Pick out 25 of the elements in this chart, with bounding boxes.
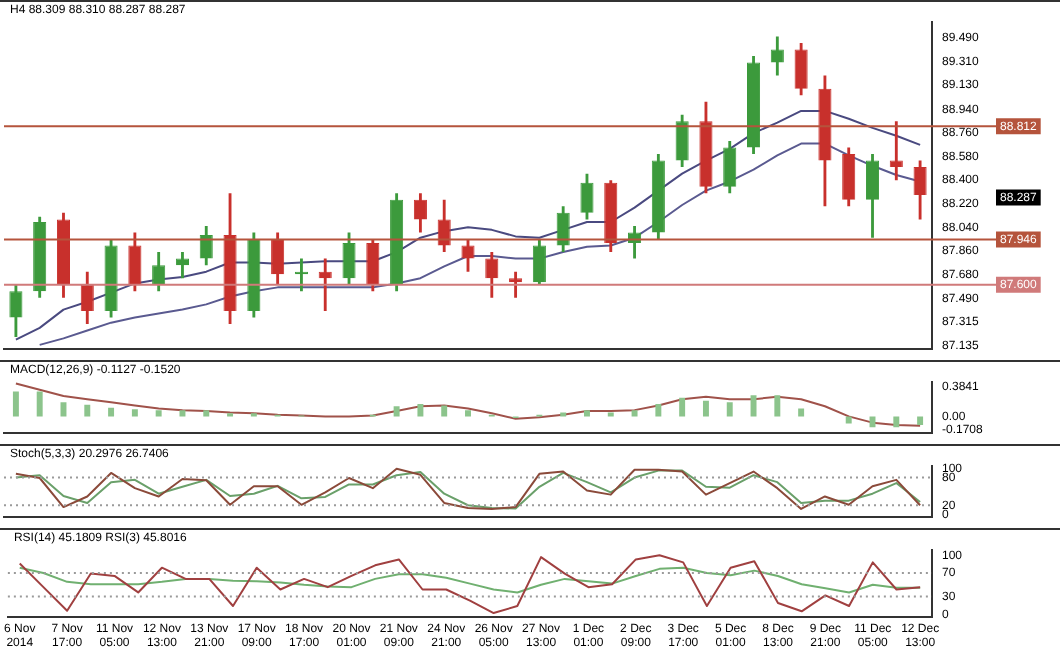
candlestick (889, 121, 903, 181)
bar (131, 409, 138, 417)
bar (774, 395, 781, 417)
bar (893, 416, 900, 428)
bar (84, 404, 91, 417)
bar (155, 410, 162, 417)
bar (917, 416, 924, 425)
bar (417, 403, 424, 417)
bar (203, 410, 210, 417)
bar (36, 391, 43, 417)
bar (393, 406, 400, 417)
bar (108, 407, 115, 417)
bar (584, 410, 590, 417)
bar (726, 402, 733, 417)
bar (179, 410, 186, 417)
bar (798, 408, 805, 417)
bar (631, 410, 638, 417)
bar (679, 397, 686, 417)
bar (845, 416, 852, 424)
bar (655, 403, 662, 417)
bar (750, 395, 757, 417)
bar (12, 391, 19, 417)
bar (465, 410, 471, 417)
bar (441, 405, 448, 417)
bar (702, 400, 709, 417)
